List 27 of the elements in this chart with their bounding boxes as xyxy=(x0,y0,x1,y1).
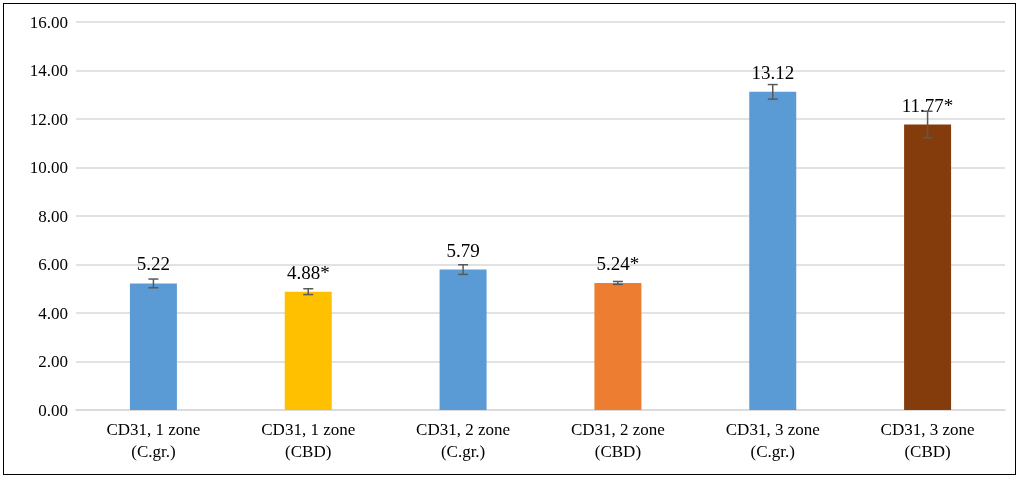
bar xyxy=(284,291,332,410)
data-label: 11.77* xyxy=(901,94,954,116)
y-tick-label: 16.00 xyxy=(29,12,68,32)
y-tick-label: 0.00 xyxy=(38,400,68,420)
data-label: 5.24* xyxy=(596,252,640,274)
bar xyxy=(129,283,177,410)
data-label: 5.79 xyxy=(446,239,480,261)
y-tick-label: 6.00 xyxy=(38,255,68,274)
x-tick-label: CD31, 3 zone (C.gr.) xyxy=(725,419,820,461)
x-tick-label: CD31, 1 zone (C.gr.) xyxy=(106,419,201,461)
y-tick-label: 2.00 xyxy=(38,352,68,371)
x-tick-label: CD31, 2 zone (C.gr.) xyxy=(416,419,511,461)
bar xyxy=(594,282,642,410)
y-tick-label: 14.00 xyxy=(29,61,68,80)
data-label: 5.22 xyxy=(136,253,171,275)
y-tick-label: 10.00 xyxy=(29,158,68,177)
bar xyxy=(439,269,487,410)
y-tick-label: 4.00 xyxy=(38,303,68,323)
x-tick-label: CD31, 1 zone (CBD) xyxy=(261,419,356,461)
bar xyxy=(904,124,952,410)
data-label: 4.88* xyxy=(286,261,330,283)
y-tick-label: 8.00 xyxy=(38,206,68,226)
bar xyxy=(749,91,797,410)
x-tick-label: CD31, 2 zone (CBD) xyxy=(570,419,665,461)
data-label: 13.12 xyxy=(751,61,795,83)
x-tick-label: CD31, 3 zone (CBD) xyxy=(880,419,975,461)
y-tick-label: 12.00 xyxy=(29,109,68,129)
